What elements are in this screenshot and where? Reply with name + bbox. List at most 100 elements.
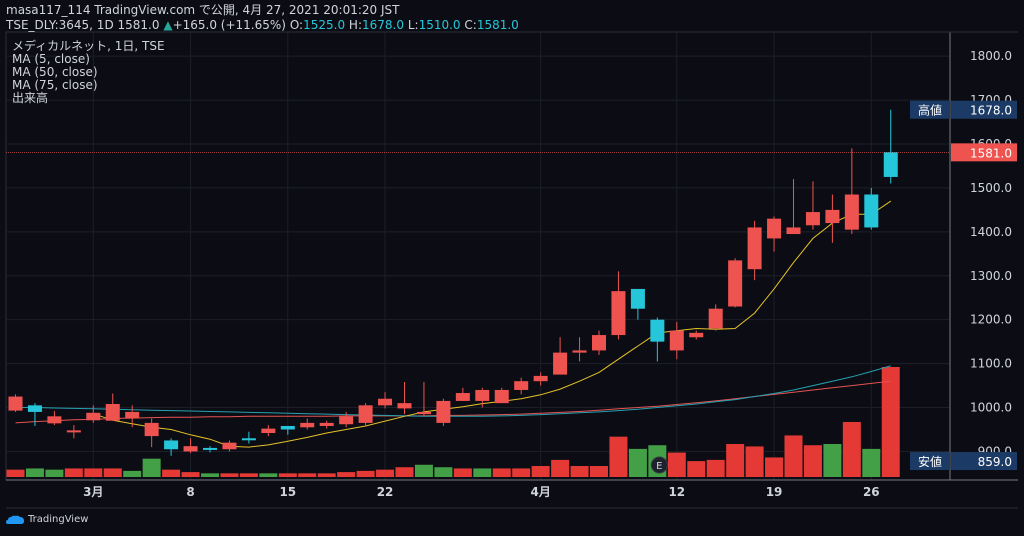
candle-body xyxy=(844,194,859,230)
volume-bar xyxy=(881,367,900,477)
last-price-tag xyxy=(951,143,1017,162)
legend-ma50[interactable]: MA (50, close) xyxy=(12,65,98,79)
candle-body xyxy=(397,403,412,409)
candle-body xyxy=(378,398,393,406)
candle-body xyxy=(261,428,276,434)
volume-bar xyxy=(298,473,317,477)
volume-bar xyxy=(181,472,200,477)
candle-body xyxy=(572,350,587,353)
volume-bar xyxy=(278,473,297,477)
legend-symbol[interactable]: メディカルネット, 1日, TSE xyxy=(12,39,165,53)
legend-ma5[interactable]: MA (5, close) xyxy=(12,52,90,66)
volume-bar xyxy=(317,473,336,477)
candle-body xyxy=(883,152,898,177)
volume-bar xyxy=(123,470,142,477)
candle-body xyxy=(825,209,840,224)
candle-body xyxy=(455,393,470,401)
open-value: 1525.0 xyxy=(303,18,346,32)
change: +165.0 (+11.65%) xyxy=(172,18,286,32)
tradingview-cloud-icon xyxy=(6,515,24,524)
volume-bar xyxy=(609,436,628,477)
volume-bar xyxy=(473,468,492,477)
close-value: 1581.0 xyxy=(476,18,519,32)
candle-body xyxy=(27,405,42,412)
brand-name: TradingView xyxy=(28,514,89,525)
high-tag-label: 高値 xyxy=(918,103,942,118)
candle-body xyxy=(105,404,120,421)
candle-body xyxy=(650,319,665,342)
x-tick-label: 22 xyxy=(377,485,394,499)
volume-bar xyxy=(570,466,589,477)
volume-bar xyxy=(162,469,181,477)
ma50-line xyxy=(15,365,891,417)
candle-body xyxy=(689,332,704,338)
candle-body xyxy=(669,330,684,351)
symbol: TSE_DLY:3645, 1D xyxy=(6,18,114,32)
candle-body xyxy=(592,335,606,351)
volume-bar xyxy=(239,473,258,477)
candle-body xyxy=(553,352,568,375)
volume-bars xyxy=(6,367,900,477)
candle-body xyxy=(747,227,762,270)
plot-frame xyxy=(5,31,951,481)
candle-body xyxy=(203,447,217,450)
last-price: 1581.0 xyxy=(117,18,160,32)
volume-bar xyxy=(6,469,25,477)
candle-body xyxy=(416,411,431,415)
low-value-text: 859.0 xyxy=(978,455,1012,469)
volume-bar xyxy=(220,473,239,477)
last-price-text: 1581.0 xyxy=(970,146,1012,160)
volume-bar xyxy=(356,470,375,477)
x-tick-label: 3月 xyxy=(83,485,103,499)
volume-bar xyxy=(84,468,103,477)
high-value-tag xyxy=(951,100,1017,119)
x-tick-label: 12 xyxy=(668,485,685,499)
low-value: 1510.0 xyxy=(418,18,461,32)
volume-bar xyxy=(395,467,414,477)
volume-bar xyxy=(862,448,881,477)
y-tick-label: 1100.0 xyxy=(970,357,1012,371)
earnings-marker-label: E xyxy=(656,461,662,472)
candle-body xyxy=(728,260,743,307)
candle-body xyxy=(280,425,295,430)
candle-body xyxy=(47,416,62,424)
tradingview-logo[interactable]: TradingView xyxy=(6,514,88,525)
y-tick-label: 1800.0 xyxy=(970,49,1012,63)
candle-body xyxy=(805,212,820,226)
volume-bar xyxy=(103,468,122,477)
candle-body xyxy=(144,422,159,437)
low-tag xyxy=(910,452,950,470)
y-tick-label: 1400.0 xyxy=(970,225,1012,239)
volume-bar xyxy=(803,445,822,477)
x-tick-label: 19 xyxy=(766,485,783,499)
up-arrow-icon: ▲ xyxy=(163,18,173,32)
candle-body xyxy=(767,218,782,239)
legend-ma75[interactable]: MA (75, close) xyxy=(12,78,98,92)
ohlc-line: TSE_DLY:3645, 1D 1581.0 ▲+165.0 (+11.65%… xyxy=(6,18,519,32)
low-value-tag xyxy=(951,452,1017,470)
volume-bar xyxy=(259,473,278,477)
volume-bar xyxy=(142,458,161,477)
candle-body xyxy=(125,411,140,419)
volume-bar xyxy=(45,469,64,477)
volume-bar xyxy=(842,422,861,477)
x-tick-label: 8 xyxy=(186,485,194,499)
candle-body xyxy=(533,375,548,382)
candle-body xyxy=(514,381,529,390)
legend-volume[interactable]: 出来高 xyxy=(12,91,49,105)
candle-body xyxy=(300,422,315,428)
volume-bar xyxy=(687,461,706,477)
y-tick-label: 1300.0 xyxy=(970,269,1012,283)
candle-body xyxy=(358,405,373,423)
volume-bar xyxy=(414,464,433,477)
indicator-legend: メディカルネット, 1日, TSE MA (5, close) MA (50, … xyxy=(12,40,165,105)
candle-body xyxy=(630,288,645,309)
candle-body xyxy=(222,442,237,450)
volume-bar xyxy=(531,466,550,477)
candle-body xyxy=(164,440,179,450)
high-tag xyxy=(910,100,950,119)
x-tick-label: 26 xyxy=(863,485,880,499)
volume-bar xyxy=(64,468,83,477)
publish-line: masa117_114 TradingView.com で公開, 4月 27, … xyxy=(6,3,400,17)
